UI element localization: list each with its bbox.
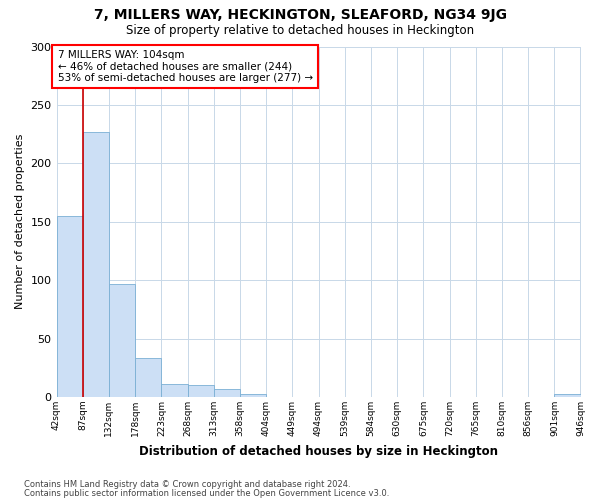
Bar <box>136 358 161 397</box>
Text: 7 MILLERS WAY: 104sqm
← 46% of detached houses are smaller (244)
53% of semi-det: 7 MILLERS WAY: 104sqm ← 46% of detached … <box>58 50 313 83</box>
Bar <box>161 384 188 397</box>
Bar <box>214 389 239 397</box>
Text: Size of property relative to detached houses in Heckington: Size of property relative to detached ho… <box>126 24 474 37</box>
Bar <box>56 216 83 397</box>
Bar <box>239 394 266 397</box>
Bar <box>554 394 581 397</box>
Bar <box>188 386 214 397</box>
Bar <box>83 132 109 397</box>
Text: Contains HM Land Registry data © Crown copyright and database right 2024.: Contains HM Land Registry data © Crown c… <box>24 480 350 489</box>
Bar <box>109 284 136 397</box>
Y-axis label: Number of detached properties: Number of detached properties <box>15 134 25 310</box>
Text: Contains public sector information licensed under the Open Government Licence v3: Contains public sector information licen… <box>24 488 389 498</box>
Text: 7, MILLERS WAY, HECKINGTON, SLEAFORD, NG34 9JG: 7, MILLERS WAY, HECKINGTON, SLEAFORD, NG… <box>94 8 506 22</box>
X-axis label: Distribution of detached houses by size in Heckington: Distribution of detached houses by size … <box>139 444 498 458</box>
